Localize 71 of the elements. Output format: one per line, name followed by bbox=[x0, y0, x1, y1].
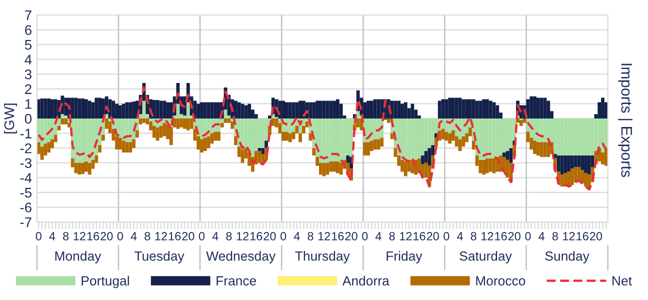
y-tick-label: -4 bbox=[20, 173, 32, 183]
x-tick-label: 4 bbox=[130, 232, 137, 240]
x-tick-label: 20 bbox=[182, 232, 194, 240]
x-tick-label: 16 bbox=[87, 232, 100, 240]
x-tick-label: 4 bbox=[212, 232, 218, 240]
x-tick-label: 16 bbox=[495, 232, 507, 240]
x-tick-label: 20 bbox=[590, 232, 602, 240]
y-tick-label: -5 bbox=[20, 188, 32, 198]
x-tick-label: 4 bbox=[375, 232, 382, 240]
y-tick-label: -7 bbox=[20, 217, 32, 228]
y-tick-label: 3 bbox=[24, 69, 32, 80]
y-tick-label: 6 bbox=[25, 25, 32, 35]
x-tick-label: 4 bbox=[294, 232, 300, 240]
y-axis-title: [GW] bbox=[4, 104, 17, 134]
x-tick-label: 0 bbox=[198, 232, 205, 240]
x-tick-label: 12 bbox=[400, 232, 412, 240]
x-tick-label: 4 bbox=[538, 232, 544, 240]
text: Sunday bbox=[545, 251, 590, 264]
x-tick-label: 12 bbox=[318, 232, 330, 240]
legend-label: Andorra bbox=[342, 276, 390, 286]
y-tick-label: -2 bbox=[20, 143, 32, 154]
x-tick-label: 8 bbox=[470, 232, 476, 240]
x-tick-label: 0 bbox=[117, 232, 124, 240]
y-tick-label: 2 bbox=[25, 84, 32, 94]
x-tick-label: 0 bbox=[444, 232, 450, 240]
x-tick-label: 8 bbox=[226, 232, 232, 240]
x-tick-label: 16 bbox=[576, 232, 588, 240]
text: Thursday bbox=[295, 251, 350, 264]
y-tick-label: -3 bbox=[20, 158, 32, 168]
x-tick-label: 20 bbox=[508, 232, 520, 240]
x-tick-label: 0 bbox=[36, 232, 42, 240]
legend-label: Net bbox=[612, 276, 632, 286]
x-tick-label: 12 bbox=[236, 232, 248, 240]
text: Friday bbox=[386, 251, 422, 264]
x-tick-label: 8 bbox=[389, 232, 395, 240]
x-tick-label: 16 bbox=[332, 232, 344, 240]
x-tick-label: 12 bbox=[155, 232, 167, 240]
x-tick-label: 20 bbox=[345, 232, 358, 240]
y-tick-label: -1 bbox=[20, 128, 32, 138]
x-tick-label: 0 bbox=[362, 232, 368, 240]
legend-label: Morocco bbox=[476, 276, 526, 286]
x-tick-label: 16 bbox=[250, 232, 262, 240]
y-tick-label: 5 bbox=[24, 40, 32, 50]
x-tick-label: 8 bbox=[552, 232, 558, 240]
x-tick-label: 4 bbox=[456, 232, 463, 240]
text: Wednesday bbox=[206, 251, 276, 264]
x-tick-label: 8 bbox=[63, 232, 69, 240]
x-tick-label: 4 bbox=[49, 232, 56, 240]
x-tick-label: 20 bbox=[100, 232, 113, 240]
y-tick-label: 0 bbox=[24, 114, 32, 124]
x-tick-label: 8 bbox=[308, 232, 314, 240]
x-tick-label: 0 bbox=[525, 232, 531, 240]
x-tick-label: 16 bbox=[414, 232, 426, 240]
legend-label: France bbox=[216, 276, 256, 286]
x-tick-label: 0 bbox=[280, 232, 286, 240]
y-tick-label: 7 bbox=[25, 10, 32, 20]
text: Saturday bbox=[460, 251, 512, 264]
x-tick-label: 20 bbox=[264, 232, 276, 240]
legend-label: Portugal bbox=[82, 276, 129, 288]
x-tick-label: 12 bbox=[482, 232, 494, 240]
y-tick-label: 4 bbox=[24, 54, 32, 64]
text: Tuesday bbox=[134, 251, 184, 264]
x-tick-label: 12 bbox=[563, 232, 575, 240]
x-tick-label: 12 bbox=[74, 232, 86, 240]
y-tick-label: 1 bbox=[25, 99, 32, 109]
text: Monday bbox=[55, 251, 102, 264]
y-tick-label: -6 bbox=[20, 202, 32, 212]
x-tick-label: 20 bbox=[426, 232, 439, 240]
x-tick-label: 16 bbox=[168, 232, 181, 240]
y2-axis-title: Imports | Exports bbox=[618, 64, 632, 178]
x-tick-label: 8 bbox=[144, 232, 150, 240]
